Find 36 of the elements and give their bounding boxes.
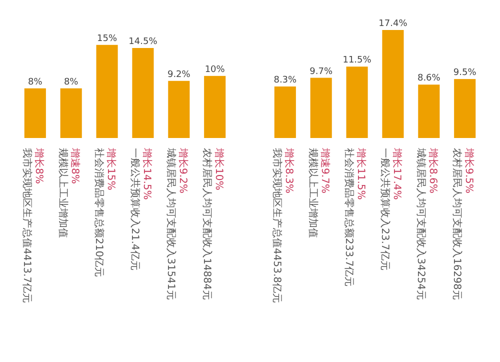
data-label: 17.4% <box>378 19 408 29</box>
x-tick-label: 增速9.7% 规模以上工业增加值 <box>307 147 332 238</box>
data-label: 15% <box>97 34 118 44</box>
data-label: 8% <box>28 77 43 88</box>
data-label: 9.5% <box>453 68 477 78</box>
bar <box>60 88 82 138</box>
x-tick-label: 增长8.3% 我市实现地区生产总值4453.8亿元 <box>271 147 296 303</box>
x-tick-label: 增速8% 规模以上工业增加值 <box>57 147 82 238</box>
x-tick-label: 增长11.5% 社会消费品零售总额233.7亿元 <box>343 147 368 287</box>
bar <box>346 66 368 138</box>
x-tick-label: 增长9.2% 城镇居民人均可支配收入31541元 <box>164 147 189 300</box>
bar <box>132 48 154 138</box>
x-tick-label: 增长8.6% 城镇居民人均可支配收入34254元 <box>414 147 439 300</box>
data-label: 10% <box>204 64 226 75</box>
x-tick-label: 增长9.5% 农村居民人均可支配收入16298元 <box>450 147 475 300</box>
bar <box>382 30 404 138</box>
bar <box>204 76 226 138</box>
x-tick-label: 增长17.4% 一般公共预算收入23.7亿元 <box>378 147 403 270</box>
data-label: 11.5% <box>342 56 372 66</box>
data-label: 9.2% <box>167 70 191 80</box>
x-tick-label: 增长8% 我市实现地区生产总值4413.7亿元 <box>21 147 46 303</box>
bar <box>168 80 190 138</box>
x-tick-label: 增长15% 社会消费品零售总额210亿元 <box>93 147 118 278</box>
data-label: 14.5% <box>128 37 158 47</box>
data-label: 8.6% <box>417 74 441 84</box>
bar <box>274 86 296 138</box>
bar <box>418 84 440 138</box>
x-tick-label: 增长10% 农村居民人均可支配收入14884元 <box>200 147 225 300</box>
bar <box>310 78 332 138</box>
data-label: 8.3% <box>274 75 298 86</box>
data-label: 9.7% <box>310 66 333 77</box>
data-label: 8% <box>64 77 79 88</box>
x-tick-label: 增长14.5% 一般公共预算收入21.4亿元 <box>128 147 153 270</box>
bar <box>96 44 118 138</box>
bar <box>24 88 46 138</box>
bar <box>454 79 476 138</box>
